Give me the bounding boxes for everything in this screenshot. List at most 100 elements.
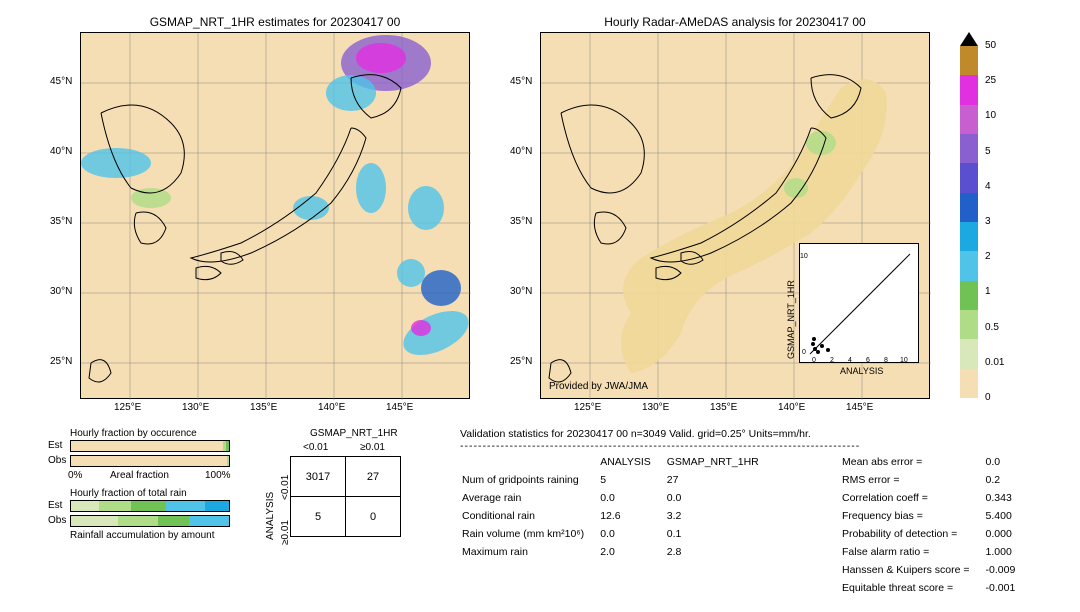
skill-label: Frequency bias = bbox=[842, 508, 984, 524]
validation-table: ANALYSISGSMAP_NRT_1HR Num of gridpoints … bbox=[460, 452, 775, 562]
skill-val: 5.400 bbox=[986, 508, 1030, 524]
svg-text:6: 6 bbox=[866, 357, 870, 364]
val-label: Maximum rain bbox=[462, 544, 598, 560]
val-v1: 12.6 bbox=[600, 508, 665, 524]
svg-text:4: 4 bbox=[848, 357, 852, 364]
right-map: Provided by JWA/JMA 0246810 010 ANALYSIS… bbox=[540, 32, 930, 399]
tot-title: Hourly fraction of total rain bbox=[70, 488, 187, 499]
colorbar-tick: 4 bbox=[985, 181, 991, 192]
axis-tick: 35°N bbox=[510, 216, 532, 227]
colorbar-tick: 0.5 bbox=[985, 322, 999, 333]
val-v2: 0.1 bbox=[667, 526, 773, 542]
skill-label: Mean abs error = bbox=[842, 454, 984, 470]
validation-header: Validation statistics for 20230417 00 n=… bbox=[460, 428, 811, 440]
val-label: Conditional rain bbox=[462, 508, 598, 524]
bar-segment bbox=[226, 441, 229, 451]
obs-label-1: Obs bbox=[48, 455, 66, 466]
provider-label: Provided by JWA/JMA bbox=[549, 381, 648, 392]
skill-val: 0.000 bbox=[986, 526, 1030, 542]
skill-val: 0.2 bbox=[986, 472, 1030, 488]
validation-dashes: ----------------------------------------… bbox=[460, 440, 860, 452]
val-v1: 0.0 bbox=[600, 490, 665, 506]
bar-segment bbox=[205, 501, 229, 511]
cont-cell-10: 5 bbox=[291, 497, 346, 537]
val-v2: 2.8 bbox=[667, 544, 773, 560]
val-v2: 0.0 bbox=[667, 490, 773, 506]
scatter-xlabel: ANALYSIS bbox=[840, 366, 883, 376]
scatter-ylabel: GSMAP_NRT_1HR bbox=[786, 280, 796, 359]
skill-val: 0.0 bbox=[986, 454, 1030, 470]
bar-segment bbox=[118, 516, 158, 526]
bar-segment bbox=[131, 501, 166, 511]
colorbar-arrow-top bbox=[960, 32, 978, 46]
colorbar-tick: 2 bbox=[985, 251, 991, 262]
skill-label: False alarm ratio = bbox=[842, 544, 984, 560]
skill-val: -0.009 bbox=[986, 562, 1030, 578]
areal-label: Areal fraction bbox=[110, 470, 169, 481]
axis-tick: 145°E bbox=[846, 402, 873, 413]
axis-tick: 35°N bbox=[50, 216, 72, 227]
axis-tick: 140°E bbox=[318, 402, 345, 413]
axis-tick: 45°N bbox=[510, 76, 532, 87]
obs-label-2: Obs bbox=[48, 515, 66, 526]
cont-row-header: ANALYSIS bbox=[265, 492, 276, 540]
tot-est-bar bbox=[70, 500, 230, 512]
cont-ge: ≥0.01 bbox=[360, 442, 385, 453]
colorbar: 502510543210.50.010 bbox=[960, 32, 978, 398]
pct0-label: 0% bbox=[68, 470, 82, 481]
svg-text:0: 0 bbox=[802, 349, 806, 356]
colorbar-tick: 5 bbox=[985, 146, 991, 157]
skill-table: Mean abs error =0.0RMS error =0.2Correla… bbox=[840, 452, 1031, 598]
bar-segment bbox=[189, 516, 229, 526]
tot-obs-bar bbox=[70, 515, 230, 527]
val-v2: 27 bbox=[667, 472, 773, 488]
acc-title: Rainfall accumulation by amount bbox=[70, 530, 215, 541]
bar-segment bbox=[227, 456, 229, 466]
est-label-2: Est bbox=[48, 500, 62, 511]
svg-text:8: 8 bbox=[884, 357, 888, 364]
colorbar-tick: 50 bbox=[985, 40, 996, 51]
occ-est-bar bbox=[70, 440, 230, 452]
val-col1: ANALYSIS bbox=[600, 454, 665, 470]
cont-lt: <0.01 bbox=[303, 442, 328, 453]
axis-tick: 130°E bbox=[642, 402, 669, 413]
bar-segment bbox=[99, 501, 131, 511]
val-label: Rain volume (mm km²10⁶) bbox=[462, 526, 598, 542]
pct100-label: 100% bbox=[205, 470, 231, 481]
axis-tick: 25°N bbox=[50, 356, 72, 367]
axis-tick: 40°N bbox=[50, 146, 72, 157]
colorbar-tick: 0.01 bbox=[985, 357, 1004, 368]
colorbar-body bbox=[960, 46, 978, 398]
axis-tick: 25°N bbox=[510, 356, 532, 367]
skill-val: 0.343 bbox=[986, 490, 1030, 506]
left-map-svg bbox=[81, 33, 471, 400]
cont-cell-01: 27 bbox=[346, 457, 401, 497]
scatter-plot: 0246810 010 ANALYSIS GSMAP_NRT_1HR bbox=[799, 243, 919, 363]
left-map-title: GSMAP_NRT_1HR estimates for 20230417 00 bbox=[80, 15, 470, 29]
axis-tick: 130°E bbox=[182, 402, 209, 413]
svg-text:10: 10 bbox=[800, 253, 808, 260]
axis-tick: 30°N bbox=[50, 286, 72, 297]
left-map bbox=[80, 32, 470, 399]
axis-tick: 30°N bbox=[510, 286, 532, 297]
axis-tick: 145°E bbox=[386, 402, 413, 413]
skill-label: Equitable threat score = bbox=[842, 580, 984, 596]
est-label-1: Est bbox=[48, 440, 62, 451]
colorbar-tick: 3 bbox=[985, 216, 991, 227]
skill-label: Correlation coeff = bbox=[842, 490, 984, 506]
cont-cell-00: 3017 bbox=[291, 457, 346, 497]
colorbar-tick: 25 bbox=[985, 75, 996, 86]
cont-cell-11: 0 bbox=[346, 497, 401, 537]
contingency-table: 301727 50 bbox=[290, 456, 401, 537]
bar-segment bbox=[71, 456, 227, 466]
svg-text:10: 10 bbox=[900, 357, 908, 364]
axis-tick: 135°E bbox=[250, 402, 277, 413]
axis-tick: 40°N bbox=[510, 146, 532, 157]
bar-segment bbox=[71, 441, 223, 451]
bar-segment bbox=[166, 501, 206, 511]
bar-segment bbox=[71, 516, 118, 526]
axis-tick: 45°N bbox=[50, 76, 72, 87]
skill-label: RMS error = bbox=[842, 472, 984, 488]
val-label: Num of gridpoints raining bbox=[462, 472, 598, 488]
cont-col-header: GSMAP_NRT_1HR bbox=[310, 428, 398, 439]
